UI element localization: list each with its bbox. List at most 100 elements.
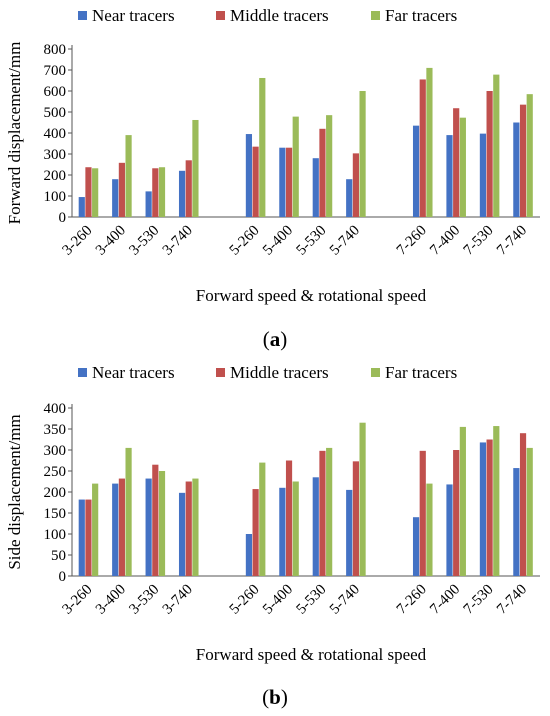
legend-swatch [371, 368, 380, 377]
bar [312, 477, 319, 576]
x-tick-label: 5-740 [327, 223, 363, 259]
bar [112, 179, 119, 217]
legend-swatch [78, 11, 87, 20]
x-axis-title: Forward speed & rotational speed [196, 645, 427, 664]
bar [118, 478, 125, 576]
legend-swatch [216, 368, 225, 377]
x-tick-label: 5-260 [227, 223, 263, 259]
bar [285, 460, 293, 576]
bar [312, 158, 319, 217]
legend: Near tracers Middle tracers Far tracers [78, 6, 457, 25]
x-tick-label: 7-400 [427, 223, 463, 259]
y-tick-label: 0 [59, 210, 67, 226]
bar [245, 134, 253, 217]
bar [486, 91, 493, 217]
chart-panel-b: 0 50 100 150 200 250 300 350 400 3-2603-4003-5303… [5, 363, 540, 709]
y-tick-label: 150 [44, 506, 67, 522]
bar [125, 135, 132, 217]
y-tick-label: 50 [51, 548, 66, 564]
bar [192, 478, 199, 576]
y-tick-label: 350 [44, 422, 67, 438]
bar [145, 478, 152, 576]
y-tick-label: 500 [44, 105, 67, 121]
y-tick-label: 100 [44, 527, 67, 543]
x-tick-label: 7-400 [427, 582, 463, 618]
x-tick-label: 5-400 [260, 223, 296, 259]
x-axis-title: Forward speed & rotational speed [196, 286, 427, 305]
bar [85, 167, 92, 217]
bar [192, 119, 199, 217]
bar [185, 160, 192, 217]
bar [493, 426, 500, 576]
bar [259, 77, 266, 217]
bar [359, 91, 366, 217]
bar [352, 153, 359, 217]
bar [419, 450, 426, 576]
bar [412, 517, 420, 576]
x-tick-label: 5-530 [293, 582, 329, 618]
legend-label: Far tracers [385, 363, 457, 382]
bar [178, 492, 186, 576]
y-tick-label: 700 [44, 63, 67, 79]
bar [479, 442, 487, 576]
panel-label: (a) [263, 327, 288, 351]
y-tick-label: 250 [44, 464, 67, 480]
legend: Near tracers Middle tracers Far tracers [78, 363, 457, 382]
bar [118, 162, 125, 217]
bar [152, 168, 159, 217]
bar [279, 147, 286, 217]
legend-label: Far tracers [385, 6, 457, 25]
x-tick-label: 5-740 [327, 582, 363, 618]
bar [453, 108, 460, 217]
legend-swatch [216, 11, 225, 20]
bar [486, 439, 493, 576]
bar [526, 94, 533, 217]
x-tick-label: 5-400 [260, 582, 296, 618]
y-axis-title: Forward displacement/mm [5, 42, 24, 225]
bar [245, 534, 253, 576]
bar [519, 433, 527, 576]
bar [526, 447, 533, 576]
legend-label: Middle tracers [230, 6, 329, 25]
bar [279, 487, 286, 576]
x-tick-label: 3-530 [126, 223, 162, 259]
bar [185, 481, 192, 576]
bar [78, 499, 85, 576]
bar [326, 115, 333, 217]
bar [519, 104, 527, 217]
bar [145, 191, 152, 217]
bar [92, 483, 99, 576]
y-tick-label: 100 [44, 189, 67, 205]
bar [359, 422, 366, 576]
x-tick-label: 5-260 [227, 582, 263, 618]
bar [319, 128, 326, 217]
bar [112, 483, 119, 576]
bar [446, 484, 453, 576]
bar [252, 146, 259, 217]
legend-label: Middle tracers [230, 363, 329, 382]
x-tick-label: 7-260 [394, 582, 430, 618]
bar [459, 426, 466, 576]
bar [326, 447, 333, 576]
y-tick-label: 0 [59, 569, 67, 585]
x-tick-label: 7-260 [394, 223, 430, 259]
x-tick-label: 3-740 [160, 223, 196, 259]
legend-swatch [371, 11, 380, 20]
x-tick-label: 7-530 [461, 223, 497, 259]
bar [78, 197, 85, 217]
bar [513, 122, 520, 217]
y-tick-label: 300 [44, 443, 67, 459]
bar [479, 133, 487, 217]
y-tick-label: 200 [44, 168, 67, 184]
bar [412, 125, 420, 217]
bar [446, 135, 453, 217]
x-tick-label: 3-400 [93, 223, 129, 259]
x-tick-label: 7-740 [494, 223, 530, 259]
y-tick-label: 800 [44, 42, 67, 58]
bar [259, 462, 266, 576]
y-axis-title: Side displacement/mm [5, 414, 24, 569]
bar [252, 489, 259, 576]
x-tick-label: 7-740 [494, 582, 530, 618]
bar [346, 179, 353, 217]
